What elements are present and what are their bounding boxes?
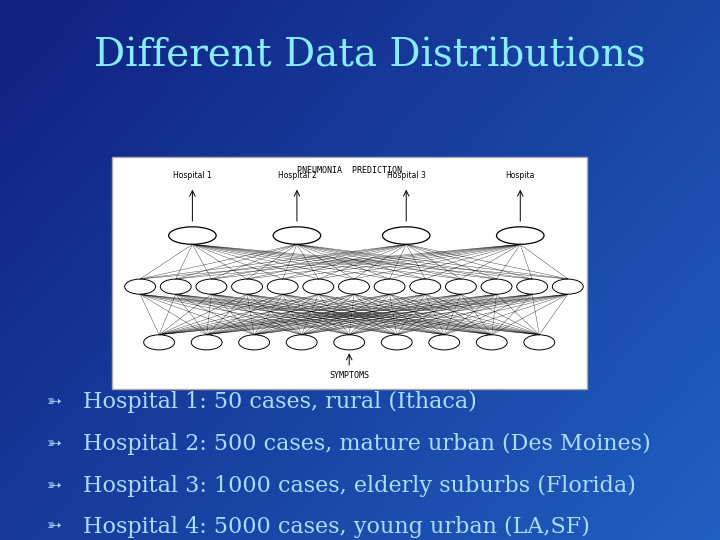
Text: Hospita: Hospita: [505, 171, 535, 180]
Text: Hospital 1: Hospital 1: [173, 171, 212, 180]
Text: Hospital 1: 50 cases, rural (Ithaca): Hospital 1: 50 cases, rural (Ithaca): [83, 392, 477, 413]
Text: Different Data Distributions: Different Data Distributions: [94, 38, 645, 75]
Text: Hospital 3: Hospital 3: [387, 171, 426, 180]
Text: ➳: ➳: [46, 517, 62, 536]
Text: Hospital 2: 500 cases, mature urban (Des Moines): Hospital 2: 500 cases, mature urban (Des…: [83, 433, 651, 455]
Text: PNEUMONIA  PREDICTION: PNEUMONIA PREDICTION: [297, 166, 402, 175]
Text: Hospital 4: 5000 cases, young urban (LA,SF): Hospital 4: 5000 cases, young urban (LA,…: [83, 516, 590, 537]
Text: ➳: ➳: [46, 435, 62, 453]
Text: ➳: ➳: [46, 477, 62, 495]
Bar: [112, 157, 587, 389]
Text: Hospital 3: 1000 cases, elderly suburbs (Florida): Hospital 3: 1000 cases, elderly suburbs …: [83, 475, 636, 497]
Text: SYMPTOMS: SYMPTOMS: [329, 370, 369, 380]
Text: ➳: ➳: [46, 393, 62, 411]
Text: Hospital 2: Hospital 2: [277, 171, 316, 180]
